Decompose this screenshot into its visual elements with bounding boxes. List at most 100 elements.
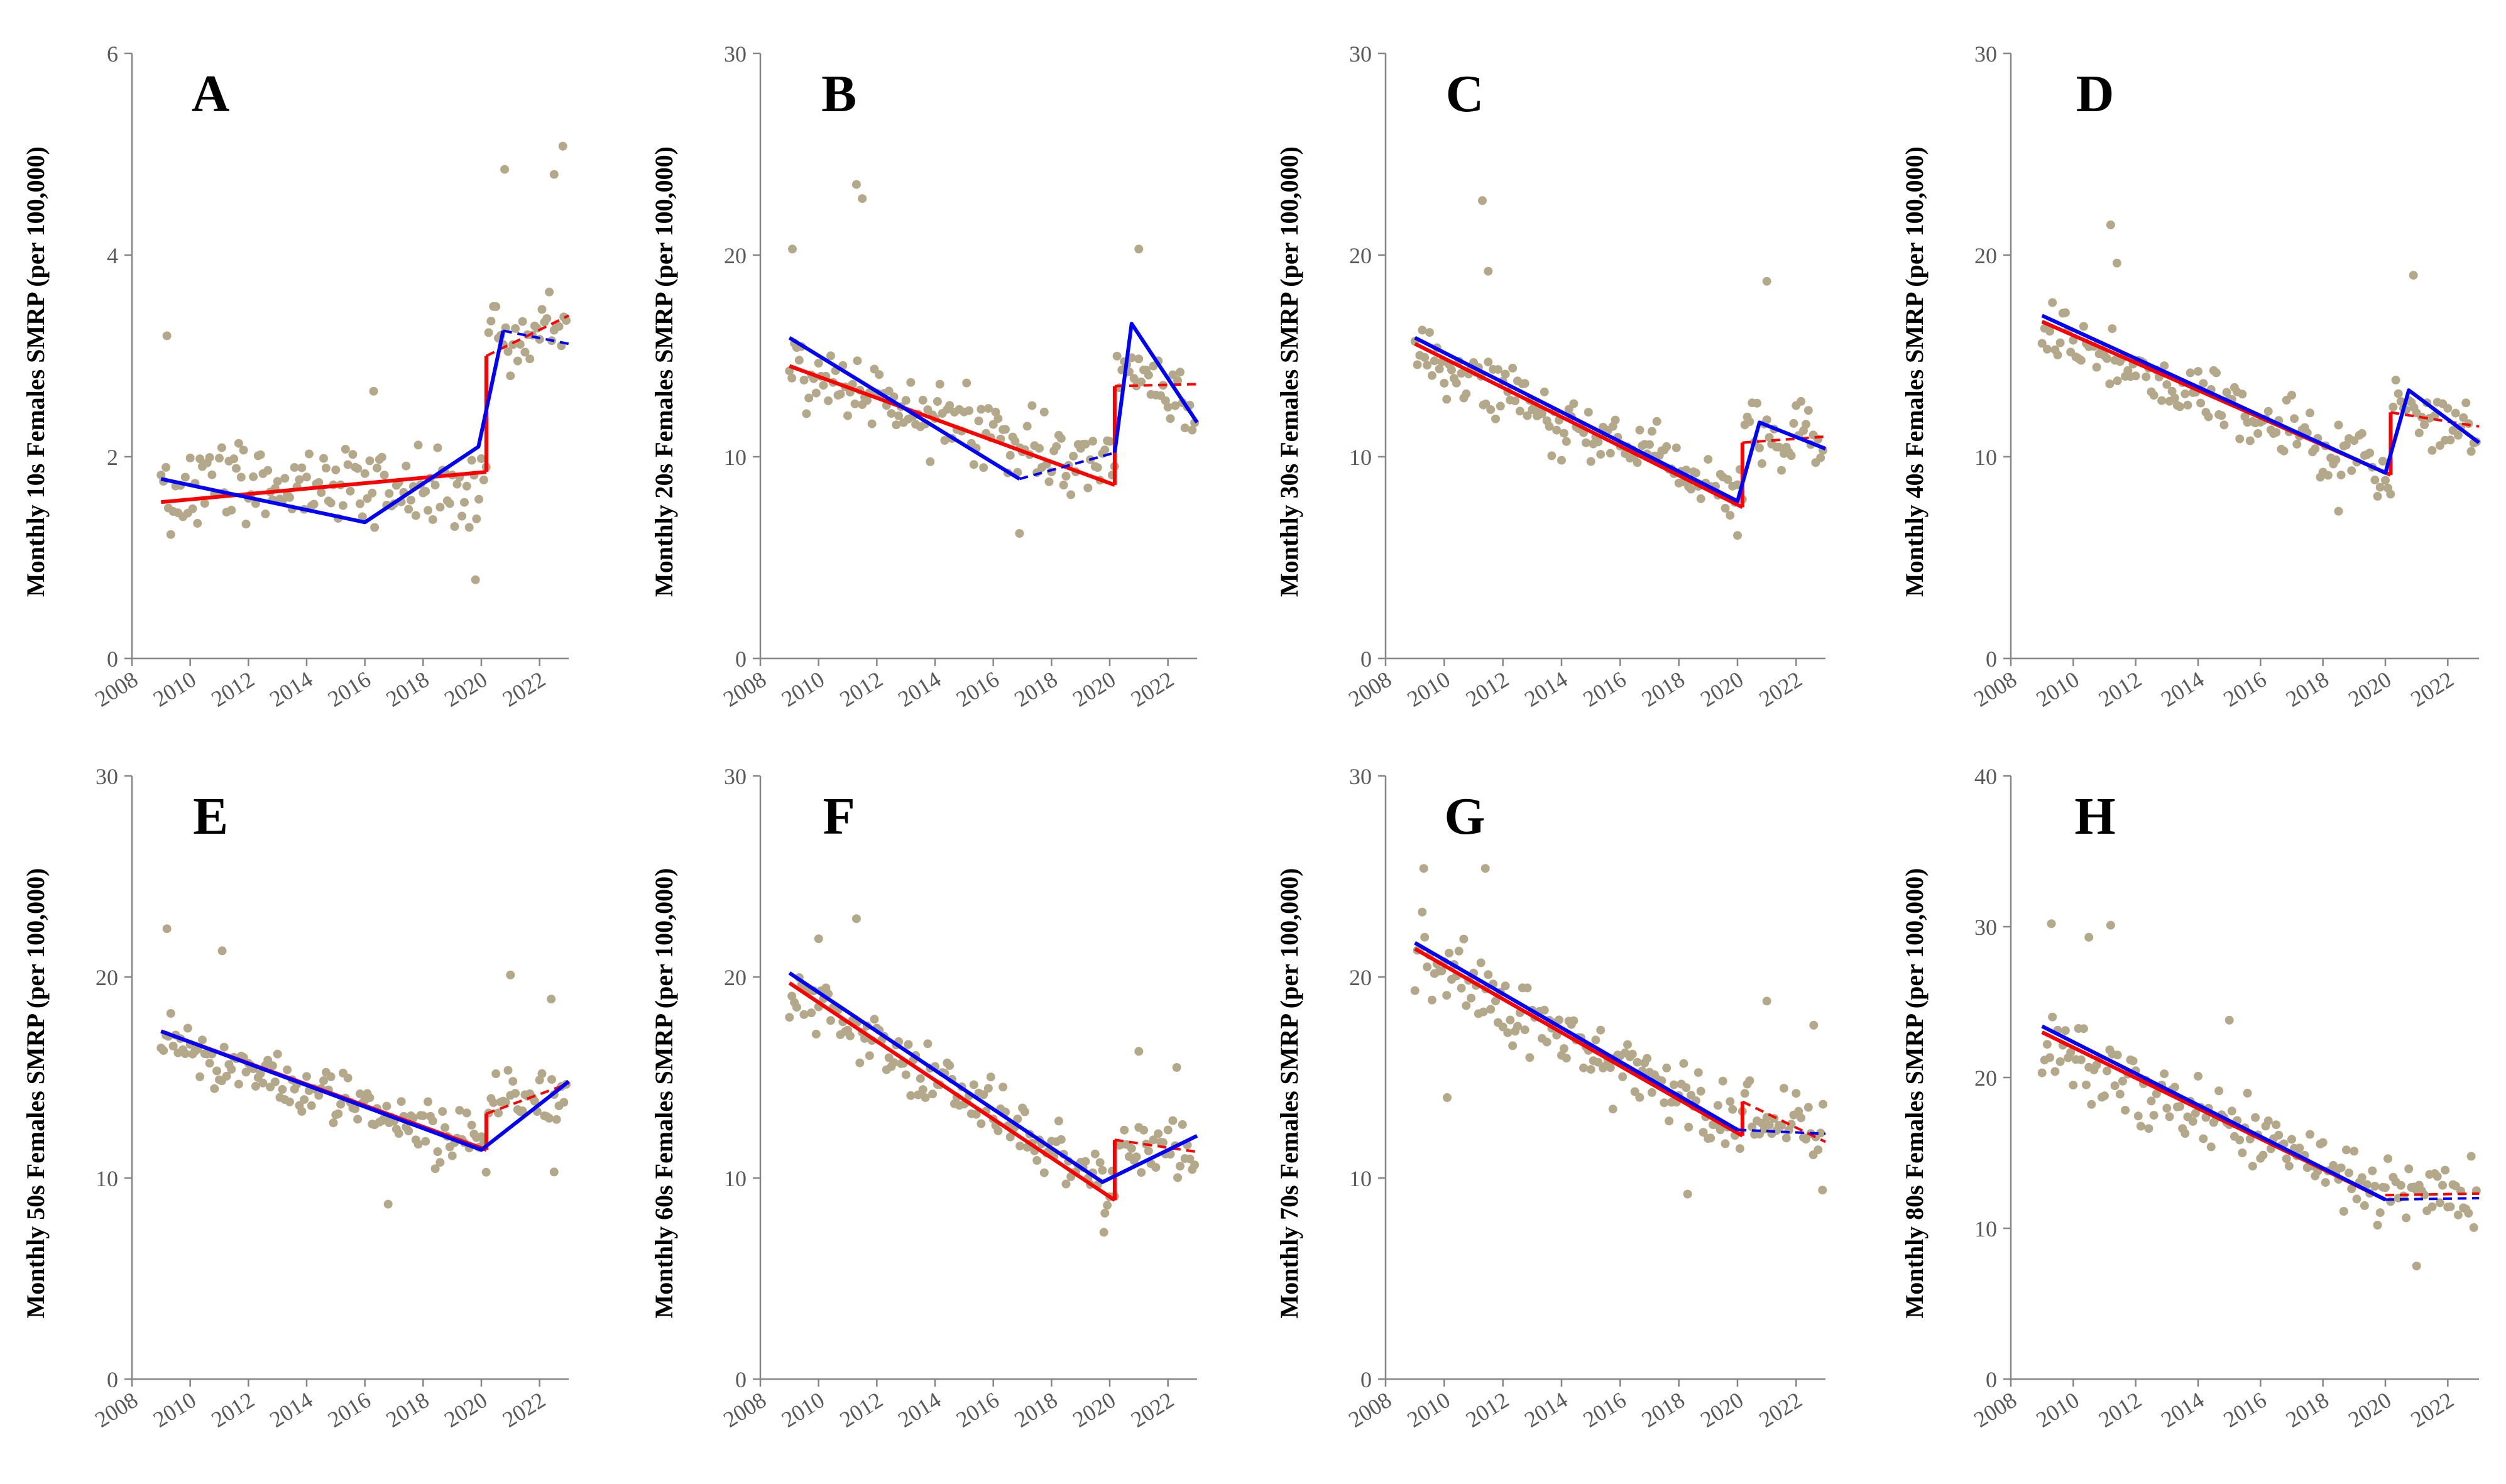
data-point <box>2263 1116 2273 1125</box>
data-point <box>2292 440 2302 449</box>
panel-d: 0 10 20 30 2008 2010 2012 2014 2016 2018 2020 2022 M… <box>1900 41 2481 712</box>
data-point <box>1584 408 1593 417</box>
data-point <box>892 420 901 430</box>
data-point <box>2295 1143 2304 1153</box>
data-point <box>2438 1181 2448 1190</box>
data-point <box>438 1107 447 1116</box>
data-point <box>501 1098 510 1107</box>
data-point <box>1129 374 1139 383</box>
data-point <box>1479 1007 1488 1017</box>
y-tick-label: 0 <box>1360 1367 1372 1392</box>
data-point <box>1172 1063 1181 1072</box>
data-point <box>2199 379 2208 388</box>
data-point <box>875 370 884 379</box>
data-point <box>520 347 530 357</box>
data-point <box>1496 401 1505 411</box>
data-point <box>1447 365 1456 374</box>
data-point <box>2136 1121 2145 1131</box>
data-point <box>365 1093 375 1103</box>
data-point <box>1132 1152 1141 1162</box>
y-tick-label: 20 <box>1974 243 1997 268</box>
data-point <box>258 1078 268 1088</box>
data-point <box>413 1140 423 1149</box>
data-point <box>383 1199 393 1209</box>
data-point <box>2160 1069 2169 1079</box>
data-point <box>2053 351 2062 360</box>
data-point <box>530 1096 539 1106</box>
data-point <box>2329 1160 2338 1170</box>
data-point <box>428 1116 437 1126</box>
data-point <box>945 1061 955 1070</box>
data-point <box>219 1042 229 1052</box>
panel-label: B <box>821 65 856 123</box>
x-tick-label: 2020 <box>2344 1387 2395 1432</box>
data-point <box>2212 368 2221 378</box>
data-point <box>2175 1102 2184 1111</box>
data-point <box>2105 379 2115 388</box>
data-point <box>2060 308 2070 317</box>
y-tick-label: 0 <box>1360 647 1372 672</box>
data-point <box>1797 396 1806 406</box>
trend-line-red-dashed <box>1742 1100 1826 1143</box>
x-tick-label: 2022 <box>2406 1387 2458 1432</box>
data-point <box>193 518 202 528</box>
scatter-points <box>2037 919 2481 1270</box>
data-point <box>180 472 190 482</box>
data-point <box>2170 393 2179 403</box>
data-point <box>413 440 423 450</box>
data-point <box>845 1031 855 1040</box>
data-point <box>1726 1097 1735 1106</box>
data-point <box>341 445 350 454</box>
data-point <box>270 1078 280 1086</box>
data-point <box>285 493 294 502</box>
x-tick-label: 2010 <box>149 667 200 712</box>
data-point <box>506 371 515 381</box>
data-point <box>1035 444 1044 453</box>
data-point <box>1168 1116 1178 1125</box>
data-point <box>251 1081 260 1091</box>
data-point <box>241 520 251 529</box>
data-point <box>511 1089 520 1098</box>
data-point <box>1015 529 1024 538</box>
data-point <box>2461 398 2471 408</box>
data-point <box>2113 1050 2122 1060</box>
y-tick-label: 30 <box>1974 41 1997 67</box>
data-point <box>1005 450 1015 460</box>
x-tick-label: 2014 <box>2157 667 2208 712</box>
data-point <box>1442 991 1452 1000</box>
data-point <box>2290 414 2299 423</box>
data-point <box>977 405 986 414</box>
data-point <box>1762 996 1771 1006</box>
data-point <box>2251 1113 2260 1122</box>
data-point <box>2050 1067 2060 1076</box>
data-point <box>2183 400 2192 410</box>
data-point <box>162 331 172 341</box>
panel-b: 0 10 20 30 2008 2010 2012 2014 2016 2018 2020 2022 M… <box>650 41 1200 712</box>
data-point <box>1645 440 1654 449</box>
x-tick-label: 2016 <box>1579 1387 1630 1432</box>
x-tick-label: 2020 <box>2344 667 2395 712</box>
x-tick-label: 2018 <box>1010 1387 1061 1432</box>
data-point <box>1611 415 1620 425</box>
y-tick-label: 0 <box>735 1367 747 1392</box>
data-point <box>2082 1080 2091 1089</box>
data-point <box>207 470 217 479</box>
data-point <box>1635 425 1644 435</box>
trend-line-blue-solid <box>788 336 1020 481</box>
x-tick-label: 2016 <box>324 1387 375 1432</box>
trend-line-blue-solid <box>2041 1024 2387 1202</box>
data-point <box>1662 442 1672 451</box>
data-point <box>1151 1163 1161 1172</box>
data-point <box>232 464 241 473</box>
data-point <box>319 1076 328 1086</box>
data-point <box>239 445 248 455</box>
data-point <box>479 475 488 484</box>
data-point <box>2235 1135 2245 1145</box>
data-point <box>1775 442 1784 452</box>
panel-label: H <box>2074 787 2115 846</box>
data-point <box>1781 1133 1791 1143</box>
x-tick-label: 2008 <box>90 1387 142 1432</box>
data-point <box>1188 425 1197 435</box>
x-tick-label: 2022 <box>1127 667 1178 712</box>
data-point <box>1462 389 1471 398</box>
